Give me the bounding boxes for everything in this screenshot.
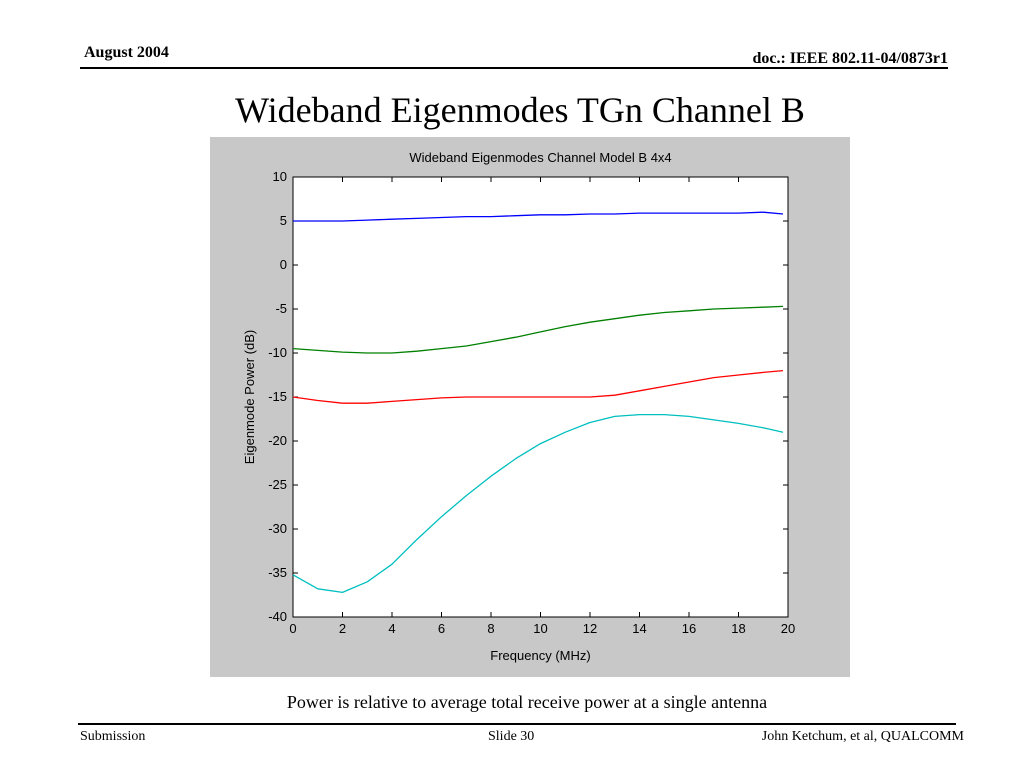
series-line-2: [292, 305, 784, 354]
header-date: August 2004: [84, 44, 169, 61]
axis-ticks: 0 2 4 6 8 10 12 14 16 18 20 10 5 0 -5 -10 -15 -20 -25 -30 -3…: [268, 169, 795, 636]
header-divider: [80, 67, 948, 69]
caption: Power is relative to average total recei…: [286, 692, 768, 712]
footer-slide-number: Slide 30: [488, 729, 535, 744]
series-line-3: [292, 369, 784, 404]
slide-title: Wideband Eigenmodes TGn Channel B: [235, 90, 805, 130]
x-tick-label: 14: [632, 621, 646, 636]
x-tick-label: 0: [289, 621, 296, 636]
x-tick-label: 18: [731, 621, 745, 636]
y-tick-label: -10: [268, 345, 287, 360]
y-tick-label: -35: [268, 565, 287, 580]
y-tick-label: 0: [280, 257, 287, 272]
y-tick-label: 5: [280, 213, 287, 228]
y-tick-label: -40: [268, 609, 287, 624]
footer-author: John Ketchum, et al, QUALCOMM: [761, 729, 964, 744]
series-line-4: [292, 413, 784, 594]
x-tick-label: 12: [583, 621, 597, 636]
x-tick-label: 4: [388, 621, 395, 636]
chart-svg: Wideband Eigenmodes Channel Model B 4x4 …: [210, 137, 850, 677]
y-tick-label: -30: [268, 521, 287, 536]
y-tick-label: -25: [268, 477, 287, 492]
series-lines: [292, 211, 784, 594]
x-tick-label: 16: [682, 621, 696, 636]
x-tick-label: 8: [487, 621, 494, 636]
x-tick-label: 10: [533, 621, 547, 636]
y-axis-label: Eigenmode Power (dB): [242, 330, 257, 464]
x-tick-label: 20: [781, 621, 795, 636]
y-tick-label: -15: [268, 389, 287, 404]
y-tick-label: -5: [275, 301, 287, 316]
y-tick-label: 10: [273, 169, 287, 184]
x-tick-label: 6: [438, 621, 445, 636]
chart-title: Wideband Eigenmodes Channel Model B 4x4: [409, 150, 671, 165]
chart-figure: Wideband Eigenmodes Channel Model B 4x4 …: [210, 137, 850, 677]
x-tick-label: 2: [339, 621, 346, 636]
footer-divider: [78, 723, 956, 725]
series-line-1: [293, 211, 784, 222]
y-tick-label: -20: [268, 433, 287, 448]
footer-submission: Submission: [80, 729, 146, 744]
x-axis-label: Frequency (MHz): [490, 648, 590, 663]
header-doc-id: doc.: IEEE 802.11-04/0873r1: [752, 50, 948, 67]
